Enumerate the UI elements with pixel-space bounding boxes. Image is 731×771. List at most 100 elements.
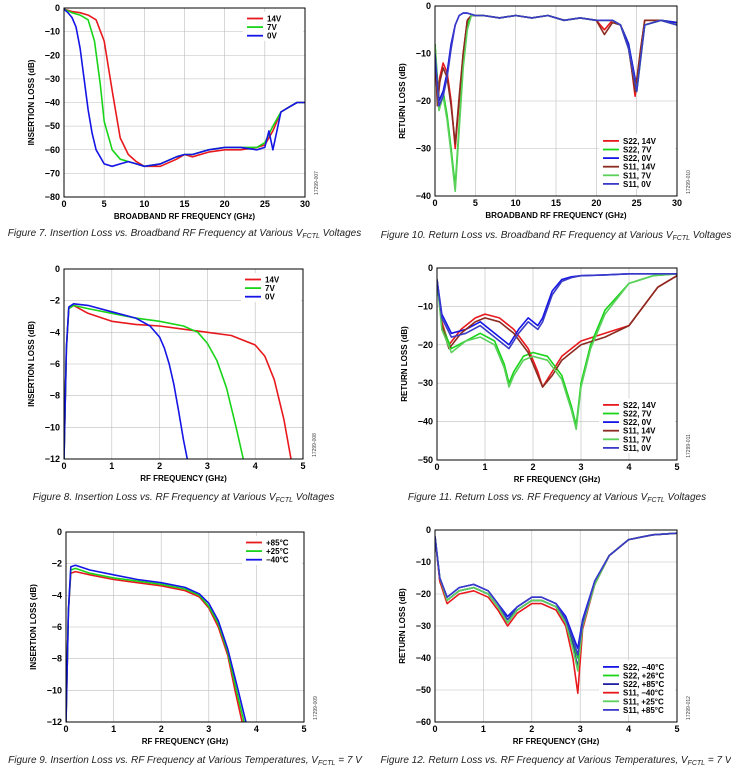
x-tick-label: 25 [260, 199, 270, 209]
caption-subscript: FCTL [688, 760, 706, 767]
y-tick-label: −8 [50, 391, 60, 401]
series-group [64, 8, 305, 168]
x-axis-label: RF FREQUENCY (GHz) [142, 737, 229, 746]
figure-caption: Figure 12. Return Loss vs. RF Frequency … [381, 755, 731, 767]
x-tick-label: 5 [674, 462, 679, 472]
y-tick-label: −30 [416, 144, 431, 154]
y-axis-label: INSERTION LOSS (dB) [27, 321, 36, 407]
series-group [64, 302, 292, 459]
series-line-6 [437, 272, 677, 350]
x-tick-label: 3 [578, 724, 583, 734]
caption-main: Figure 7. Insertion Loss vs. Broadband R… [8, 228, 304, 239]
legend-label: S11, 0V [623, 180, 652, 189]
x-tick-label: 5 [301, 724, 306, 734]
series-line-2 [435, 532, 677, 659]
legend-label: −40°C [266, 556, 289, 565]
y-tick-label: −60 [45, 145, 60, 155]
figure-id: 17299-008 [312, 433, 318, 457]
chart-1: 0 5 10 15 20 25 30 0 −10 −20 −30 −40 −50 −60 −70 −80 BRO… [8, 3, 361, 240]
legend: +85°C+25°C−40°C [242, 536, 302, 565]
legend-label: S22, −40°C [623, 663, 664, 672]
legend-background [599, 398, 675, 453]
legend-label: S22, 14V [623, 137, 657, 146]
x-tick-label: 3 [205, 461, 210, 471]
x-tick-label: 1 [109, 461, 114, 471]
caption-tail: Voltages [690, 230, 731, 241]
chart-2: 0 5 10 15 20 25 30 0 −10 −20 −30 −40 BROADBAND RF FR… [381, 1, 731, 242]
caption-subscript: FCTL [302, 233, 320, 240]
legend-label: 14V [265, 276, 280, 285]
x-tick-label: 1 [482, 462, 487, 472]
legend-label: S11, 7V [623, 435, 652, 444]
x-tick-label: 2 [157, 461, 162, 471]
plot-frame [63, 268, 304, 460]
series-line-2 [437, 273, 677, 427]
x-tick-label: 30 [300, 199, 310, 209]
y-tick-label: −4 [52, 590, 62, 600]
series-line-2 [64, 304, 245, 459]
chart-3: 0 1 2 3 4 5 0 −2 −4 −6 −8 −10 −12 RF FREQUENCY (GHz) I… [27, 264, 334, 504]
x-tick-label: 25 [632, 198, 642, 208]
y-tick-label: −12 [45, 454, 60, 464]
x-axis-label: BROADBAND RF FREQUENCY (GHz) [114, 212, 256, 221]
caption-main: Figure 8. Insertion Loss vs. RF Frequenc… [33, 492, 277, 503]
x-tick-label: 30 [672, 198, 682, 208]
x-tick-label: 3 [206, 724, 211, 734]
y-tick-label: −30 [416, 621, 431, 631]
y-tick-label: −80 [45, 192, 60, 202]
caption-subscript: FCTL [673, 235, 691, 242]
x-tick-label: 5 [674, 724, 679, 734]
series-line-5 [435, 532, 677, 672]
series-group [435, 12, 677, 193]
series-line-6 [435, 12, 677, 107]
figure-id: 17299-012 [686, 696, 692, 720]
chart-5: 0 1 2 3 4 5 0 −2 −4 −6 −8 −10 −12 RF FREQUENCY (GHz) I… [8, 527, 363, 767]
y-tick-label: 0 [57, 527, 62, 537]
plot-frame [63, 7, 306, 198]
x-tick-label: 10 [511, 198, 521, 208]
legend-label: S22, 14V [623, 401, 657, 410]
y-tick-label: 0 [426, 1, 431, 11]
plot-frame [434, 5, 678, 197]
caption-tail: Voltages [293, 492, 334, 503]
series-group [437, 272, 677, 431]
y-tick-label: −20 [418, 340, 433, 350]
y-tick-label: 0 [55, 3, 60, 13]
x-tick-label: 0 [432, 724, 437, 734]
x-tick-label: 15 [179, 199, 189, 209]
caption-subscript: FCTL [318, 760, 336, 767]
series-line-2 [66, 567, 245, 722]
figure-caption: Figure 8. Insertion Loss vs. RF Frequenc… [33, 492, 335, 504]
y-tick-label: −6 [50, 359, 60, 369]
plot-frame [434, 529, 678, 723]
y-tick-label: −10 [418, 301, 433, 311]
legend-label: S22, 7V [623, 410, 652, 419]
legend-label: S11, +85°C [623, 706, 664, 715]
y-tick-label: −50 [45, 121, 60, 131]
x-tick-label: 0 [61, 461, 66, 471]
legend-label: 0V [267, 32, 277, 41]
legend-label: S22, +26°C [623, 672, 664, 681]
legend-label: +85°C [266, 539, 289, 548]
y-tick-label: −10 [45, 422, 60, 432]
figure-id: 17299-007 [314, 171, 320, 195]
y-tick-label: −30 [418, 378, 433, 388]
series-line-5 [437, 273, 677, 431]
legend-label: S22, +85°C [623, 680, 664, 689]
legend-label: 14V [267, 15, 282, 24]
y-tick-label: −40 [416, 191, 431, 201]
y-tick-label: −4 [50, 327, 60, 337]
y-tick-label: −2 [50, 296, 60, 306]
legend-label: 7V [267, 23, 277, 32]
x-tick-label: 0 [432, 198, 437, 208]
y-axis-label: RETURN LOSS (dB) [398, 63, 407, 139]
y-tick-label: −70 [45, 168, 60, 178]
chart-4: 0 1 2 3 4 5 0 −10 −20 −30 −40 −50 RF FREQUENCY (GHz)… [400, 263, 706, 504]
series-line-1 [66, 570, 243, 722]
y-tick-label: −40 [45, 98, 60, 108]
legend-label: S11, −40°C [623, 689, 664, 698]
legend-background [599, 134, 675, 189]
